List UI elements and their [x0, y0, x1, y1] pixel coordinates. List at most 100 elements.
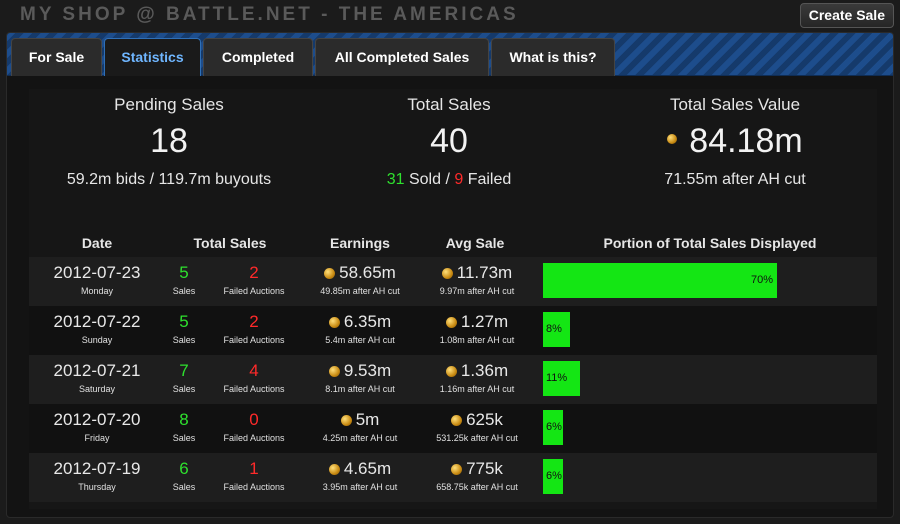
avg-value: 1.36m	[460, 361, 509, 380]
failed-count: 2	[249, 312, 259, 331]
pending-sales-summary: Pending Sales 18 59.2m bids / 119.7m buy…	[29, 95, 309, 189]
total-value-value: 84.18m	[595, 121, 875, 161]
row-failed: 2 Failed Auctions	[209, 312, 299, 346]
row-failed: 2 Failed Auctions	[209, 263, 299, 297]
row-failed: 0 Failed Auctions	[209, 410, 299, 444]
row-avg-sale: 11.73m 9.97m after AH cut	[415, 263, 539, 297]
row-date: 2012-07-22 Sunday	[29, 312, 165, 346]
row-earnings: 9.53m 8.1m after AH cut	[295, 361, 425, 395]
portion-bar: 6%	[543, 459, 563, 494]
row-failed: 1 Failed Auctions	[209, 459, 299, 493]
header-earnings: Earnings	[330, 235, 390, 251]
create-sale-button[interactable]: Create Sale	[799, 3, 894, 28]
gold-coin-icon	[451, 464, 463, 476]
table-row: 2012-07-21 Saturday 7 Sales 4 Failed Auctions…	[29, 355, 877, 404]
earnings-value: 5m	[355, 410, 380, 429]
avg-value: 775k	[466, 459, 503, 478]
row-avg-sale: 1.27m 1.08m after AH cut	[415, 312, 539, 346]
total-value-label: Total Sales Value	[669, 95, 801, 114]
avg-sub: 658.75k after AH cut	[436, 482, 518, 492]
pending-sales-sub: 59.2m bids / 119.7m buyouts	[66, 171, 272, 188]
failed-label: Failed	[467, 171, 512, 188]
earnings-value: 58.65m	[339, 263, 396, 282]
avg-sub: 1.16m after AH cut	[439, 384, 515, 394]
sales-label: Sales	[172, 433, 196, 443]
row-sales: 6 Sales	[159, 459, 209, 493]
total-value-amount: 84.18m	[689, 122, 803, 160]
gold-coin-icon	[340, 415, 352, 427]
day-name: Monday	[80, 286, 114, 296]
sales-count: 8	[179, 410, 189, 429]
failed-count: 0	[249, 410, 259, 429]
date-value: 2012-07-22	[53, 312, 141, 331]
gold-coin-icon	[445, 317, 457, 329]
day-name: Friday	[84, 433, 110, 443]
gold-coin-icon	[328, 317, 340, 329]
earnings-sub: 5.4m after AH cut	[325, 335, 395, 345]
row-earnings: 58.65m 49.85m after AH cut	[295, 263, 425, 297]
row-avg-sale: 625k 531.25k after AH cut	[415, 410, 539, 444]
row-date: 2012-07-19 Thursday	[29, 459, 165, 493]
avg-value: 11.73m	[456, 263, 513, 282]
avg-sub: 531.25k after AH cut	[436, 433, 518, 443]
sold-label: Sold /	[408, 171, 450, 188]
row-avg-sale: 775k 658.75k after AH cut	[415, 459, 539, 493]
row-failed: 4 Failed Auctions	[209, 361, 299, 395]
gold-coin-icon	[324, 268, 336, 280]
portion-bar: 6%	[543, 410, 563, 445]
earnings-value: 4.65m	[343, 459, 392, 478]
sales-label: Sales	[172, 286, 196, 296]
sales-label: Sales	[172, 384, 196, 394]
date-value: 2012-07-23	[53, 263, 141, 282]
date-value: 2012-07-21	[53, 361, 141, 380]
total-sales-summary: Total Sales 40 31 Sold / 9 Failed	[309, 95, 589, 189]
sales-label: Sales	[172, 335, 196, 345]
row-date: 2012-07-21 Saturday	[29, 361, 165, 395]
row-sales: 5 Sales	[159, 263, 209, 297]
total-sales-label: Total Sales	[407, 95, 491, 114]
gold-coin-icon	[328, 366, 340, 378]
earnings-value: 9.53m	[343, 361, 392, 380]
earnings-sub: 8.1m after AH cut	[325, 384, 395, 394]
total-sales-value-summary: Total Sales Value 84.18m 71.55m after AH…	[595, 95, 875, 189]
earnings-sub: 3.95m after AH cut	[322, 482, 398, 492]
sales-label: Sales	[172, 482, 196, 492]
failed-label: Failed Auctions	[223, 482, 285, 492]
tab-what-is-this[interactable]: What is this?	[491, 38, 615, 76]
failed-count: 2	[249, 263, 259, 282]
sold-count: 31	[386, 171, 405, 188]
row-earnings: 5m 4.25m after AH cut	[295, 410, 425, 444]
main-panel: For Sale Statistics Completed All Comple…	[6, 32, 894, 518]
sales-count: 7	[179, 361, 189, 380]
gold-coin-icon	[445, 366, 457, 378]
failed-label: Failed Auctions	[223, 433, 285, 443]
avg-value: 1.27m	[460, 312, 509, 331]
total-sales-value: 40	[430, 122, 468, 160]
pending-sales-value: 18	[150, 122, 188, 160]
portion-bar: 11%	[543, 361, 580, 396]
day-name: Sunday	[81, 335, 113, 345]
day-name: Saturday	[78, 384, 116, 394]
row-avg-sale: 1.36m 1.16m after AH cut	[415, 361, 539, 395]
header-portion: Portion of Total Sales Displayed	[603, 235, 817, 251]
gold-coin-icon	[328, 464, 340, 476]
gold-coin-icon	[451, 415, 463, 427]
row-sales: 8 Sales	[159, 410, 209, 444]
total-sales-sub: 31 Sold / 9 Failed	[309, 171, 589, 189]
tab-for-sale[interactable]: For Sale	[11, 38, 102, 76]
gold-coin-icon	[441, 268, 453, 280]
total-value-sub: 71.55m after AH cut	[664, 171, 806, 188]
portion-bar: 8%	[543, 312, 570, 347]
statistics-content: Pending Sales 18 59.2m bids / 119.7m buy…	[29, 89, 877, 509]
table-row: 2012-07-19 Thursday 6 Sales 1 Failed Auctions…	[29, 453, 877, 502]
avg-sub: 1.08m after AH cut	[439, 335, 515, 345]
failed-count: 9	[454, 171, 464, 188]
failed-label: Failed Auctions	[223, 286, 285, 296]
table-row: 2012-07-23 Monday 5 Sales 2 Failed Auctions 58…	[29, 257, 877, 306]
tab-all-completed-sales[interactable]: All Completed Sales	[315, 38, 489, 76]
tab-completed[interactable]: Completed	[203, 38, 313, 76]
gold-coin-icon	[667, 134, 678, 144]
failed-label: Failed Auctions	[223, 384, 285, 394]
tab-statistics[interactable]: Statistics	[104, 38, 201, 76]
avg-value: 625k	[466, 410, 503, 429]
